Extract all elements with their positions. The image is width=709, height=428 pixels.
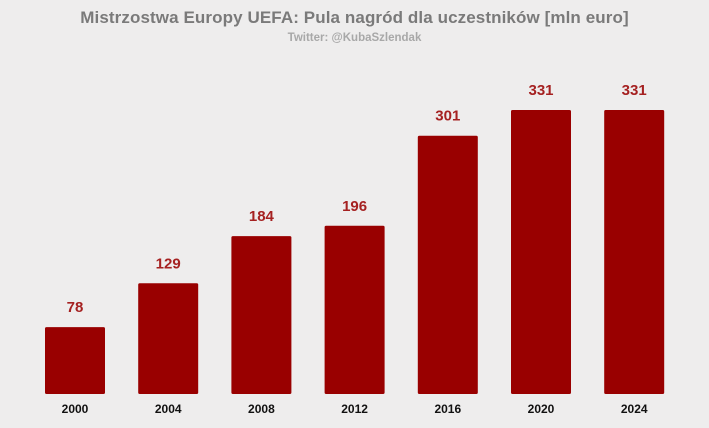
x-tick-label-2012: 2012 <box>341 402 368 416</box>
x-tick-label-2016: 2016 <box>434 402 461 416</box>
value-label-2020: 331 <box>528 82 553 99</box>
value-label-2016: 301 <box>435 108 460 125</box>
bar-2012 <box>324 225 385 394</box>
chart-subtitle: Twitter: @KubaSzlendak <box>287 32 422 44</box>
value-label-2008: 184 <box>249 208 275 225</box>
x-tick-label-2024: 2024 <box>621 402 648 416</box>
x-tick-label-2004: 2004 <box>155 402 182 416</box>
value-label-2024: 331 <box>622 82 647 99</box>
bar-2024 <box>604 110 665 394</box>
x-tick-label-2008: 2008 <box>248 402 275 416</box>
bar-2008 <box>231 236 292 394</box>
chart-title: Mistrzostwa Europy UEFA: Pula nagród dla… <box>80 8 629 27</box>
bar-2004 <box>138 283 199 394</box>
x-tick-label-2000: 2000 <box>62 402 89 416</box>
x-tick-label-2020: 2020 <box>528 402 555 416</box>
bar-2000 <box>45 327 105 394</box>
value-label-2012: 196 <box>342 198 367 215</box>
value-label-2000: 78 <box>67 299 84 316</box>
value-label-2004: 129 <box>156 255 181 272</box>
bar-2020 <box>511 110 571 394</box>
bar-2016 <box>417 135 478 394</box>
